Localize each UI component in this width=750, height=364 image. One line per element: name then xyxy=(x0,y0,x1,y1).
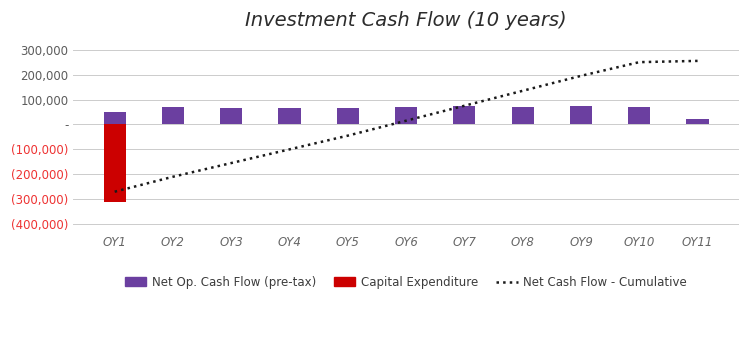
Legend: Net Op. Cash Flow (pre-tax), Capital Expenditure, Net Cash Flow - Cumulative: Net Op. Cash Flow (pre-tax), Capital Exp… xyxy=(120,271,692,294)
Bar xyxy=(628,107,650,124)
Bar xyxy=(220,108,242,124)
Bar xyxy=(337,108,359,124)
Title: Investment Cash Flow (10 years): Investment Cash Flow (10 years) xyxy=(245,11,567,30)
Bar xyxy=(686,119,709,124)
Bar xyxy=(278,108,301,124)
Bar xyxy=(453,107,476,124)
Bar xyxy=(570,107,592,124)
Bar xyxy=(512,107,534,124)
Bar xyxy=(162,107,184,124)
Bar xyxy=(104,124,126,202)
Bar xyxy=(104,112,126,124)
Bar xyxy=(395,107,417,124)
